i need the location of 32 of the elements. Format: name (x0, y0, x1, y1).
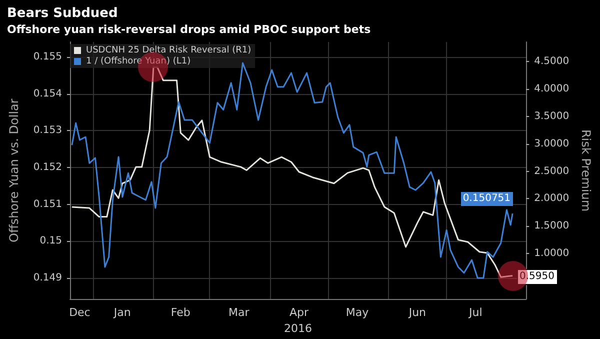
y2-tick-label: 1.5000 (534, 220, 570, 232)
y2-tick-label: 4.0000 (534, 84, 570, 95)
y2-tick-label: 2.0000 (534, 193, 570, 204)
y2-tick-label: 4.5000 (534, 56, 570, 68)
legend-label: USDCNH 25 Delta Risk Reversal (R1) (86, 46, 252, 56)
x-tick-label: Apr (290, 306, 310, 319)
y-tick-label: 0.149 (33, 272, 62, 284)
data-label: 0.150751 (460, 192, 513, 206)
x-tick-label: Jun (408, 306, 426, 319)
y-tick-label: 0.154 (33, 88, 62, 100)
y-tick-label: 0.151 (33, 198, 62, 210)
x-tick-label: Jan (112, 306, 131, 319)
y-axis-title: Offshore Yuan vs. Dollar (7, 98, 21, 242)
chart-subtitle: Offshore yuan risk-reversal drops amid PBOC support bets (7, 23, 372, 36)
y-tick-label: 0.153 (33, 125, 62, 136)
y2-axis-title: Risk Premium (579, 129, 593, 212)
y2-tick-label: 3.0000 (534, 138, 570, 150)
x-tick-label: Dec (69, 306, 90, 319)
x-tick-label: Feb (170, 306, 190, 319)
data-label: 0.5950 (516, 268, 558, 285)
y2-tick-label: 2.5000 (534, 166, 570, 177)
y2-tick-label: 3.5000 (534, 111, 570, 122)
y-tick-label: 0.152 (33, 162, 62, 174)
y2-tick-label: 1.0000 (534, 248, 570, 260)
chart-title: Bears Subdued (7, 6, 118, 21)
legend-label: 1 / (Offshore Yuan) (L1) (86, 56, 191, 66)
y-tick-label: 0.15 (40, 236, 62, 247)
x-tick-label: Jul (468, 306, 482, 319)
x-tick-label: Mar (228, 306, 250, 319)
y-tick-label: 0.155 (33, 52, 62, 63)
x-axis-title: 2016 (284, 322, 312, 335)
x-tick-label: May (346, 306, 370, 319)
